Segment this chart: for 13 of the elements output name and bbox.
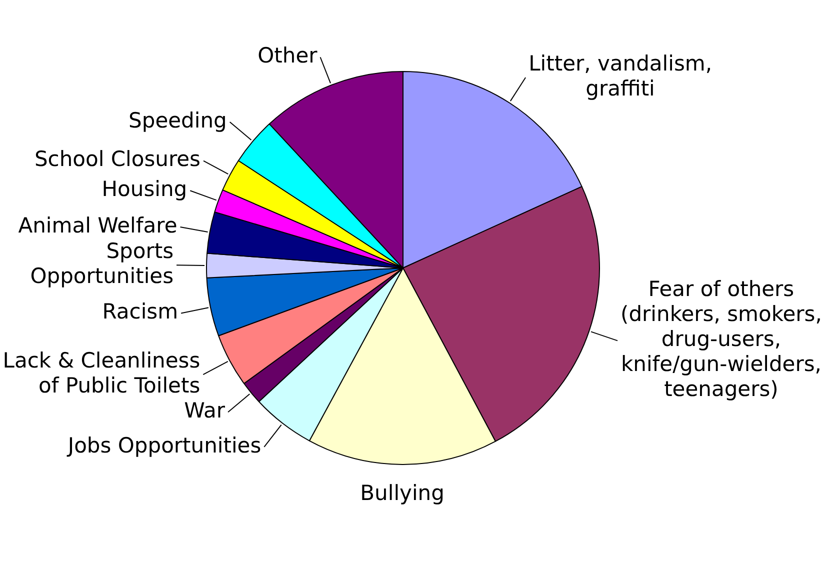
slice-label: War: [184, 398, 226, 423]
slice-label: Other: [258, 44, 318, 68]
slice-label: Lack & Cleanliness of Public Toilets: [2, 348, 200, 398]
slice-label: Racism: [102, 300, 178, 324]
slice-label: Bullying: [360, 480, 444, 505]
slice-label: School Closures: [34, 147, 200, 172]
slice-label: Fear of others (drinkers, smokers, drug-users, knife/gun-wielders, teenagers): [620, 277, 822, 402]
slice-label: Jobs Opportunities: [66, 433, 262, 458]
slice-label: Litter, vandalism, graffiti: [528, 51, 712, 100]
slice-label: Housing: [102, 177, 188, 202]
slice-label: Sports Opportunities: [30, 239, 174, 288]
slice-label: Animal Welfare: [18, 213, 178, 238]
slice-label: Speeding: [128, 108, 227, 132]
